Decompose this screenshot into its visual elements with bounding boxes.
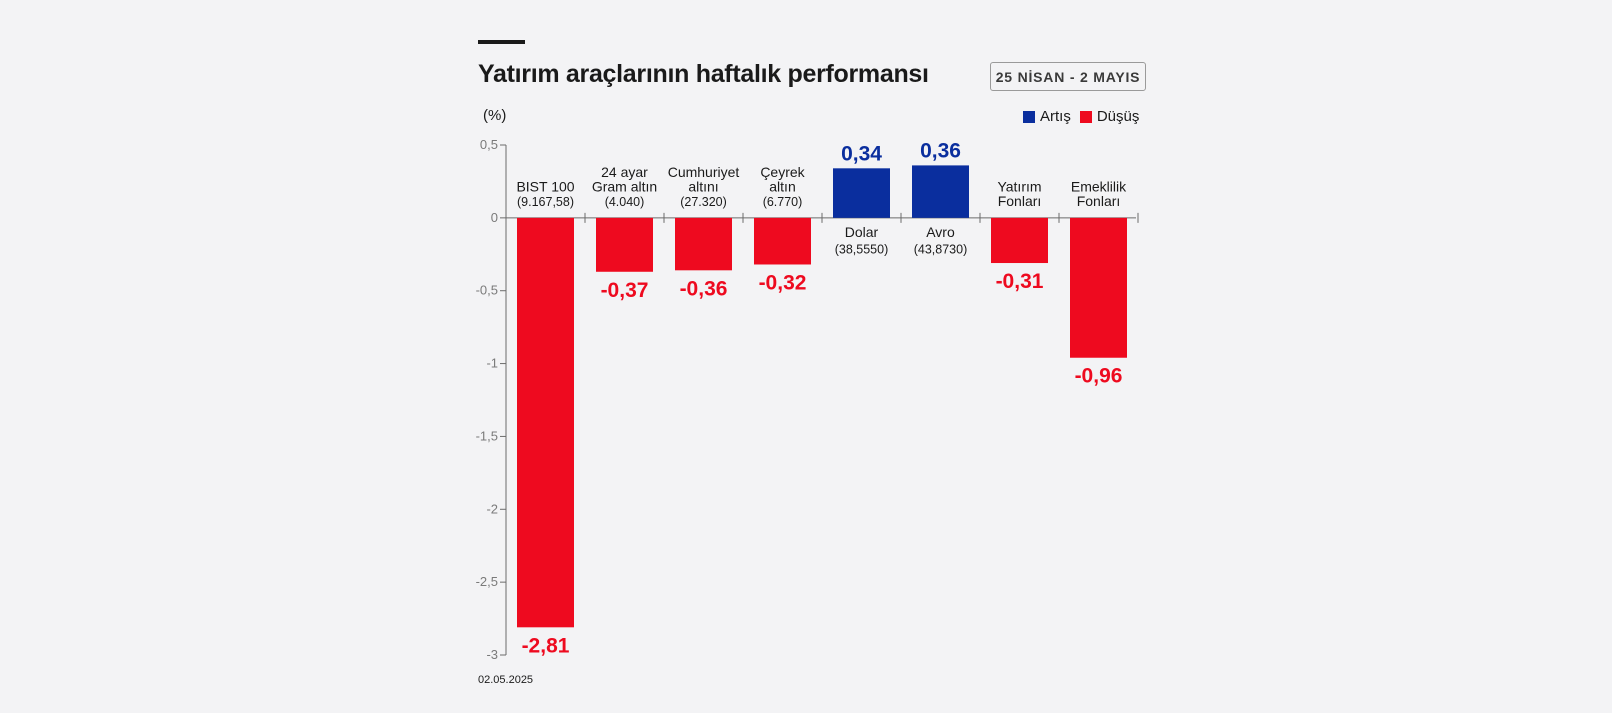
category-label: Cumhuriyet [668,164,740,180]
value-label: 0,36 [920,139,961,162]
y-tick-label: -2,5 [476,574,498,589]
category-sublabel: (6.770) [763,195,803,209]
y-tick-label: -1,5 [476,428,498,443]
bar [833,168,890,218]
category-sublabel: (9.167,58) [517,195,574,209]
legend-swatch-decrease [1079,110,1092,123]
category-label: BIST 100 [516,178,574,194]
category-label: altını [688,178,718,194]
value-label: -0,36 [680,277,728,300]
bar [517,217,574,628]
legend-label-decrease: Düşüş [1096,108,1140,125]
category-sublabel: (43,8730) [914,242,968,256]
title-accent-rule [478,40,525,44]
bar [991,217,1048,264]
y-tick-label: -0,5 [476,283,498,298]
value-label: -0,37 [601,279,649,302]
category-label: Yatırım [997,178,1041,194]
category-sublabel: (4.040) [605,195,645,209]
value-label: -0,32 [759,271,807,294]
legend-swatch-increase [1023,110,1035,123]
y-tick-label: 0 [491,210,498,225]
category-label: Fonları [1077,193,1121,209]
category-label: Fonları [998,193,1042,209]
value-label: -0,31 [996,270,1044,293]
chart-title: Yatırım araçlarının haftalık performansı [478,60,929,88]
value-label: 0,34 [841,142,882,165]
category-label: altın [769,178,795,194]
bar [675,217,732,271]
category-label: Çeyrek [760,164,805,180]
bar [1070,217,1127,358]
y-tick-label: -1 [486,356,498,371]
legend-label-increase: Artış [1040,108,1071,125]
category-label: Emeklilik [1071,178,1127,194]
bar [912,165,969,218]
y-tick-label: -3 [486,647,498,662]
category-label: Gram altın [592,178,657,194]
category-sublabel: (27.320) [680,195,727,209]
unit-label: (%) [483,107,507,124]
y-tick-label: 0,5 [480,137,498,152]
footer-date: 02.05.2025 [478,674,534,686]
date-range-badge: 25 NİSAN - 2 MAYIS [990,62,1146,91]
bar [596,217,653,272]
category-label: Avro [926,224,955,240]
bar [754,217,811,265]
legend: Artış Düşüş [1023,108,1139,125]
value-label: -2,81 [522,634,570,657]
y-tick-label: -2 [486,501,498,516]
category-sublabel: (38,5550) [835,242,889,256]
category-label: 24 ayar [601,164,648,180]
category-label: Dolar [845,224,879,240]
value-label: -0,96 [1075,365,1123,388]
